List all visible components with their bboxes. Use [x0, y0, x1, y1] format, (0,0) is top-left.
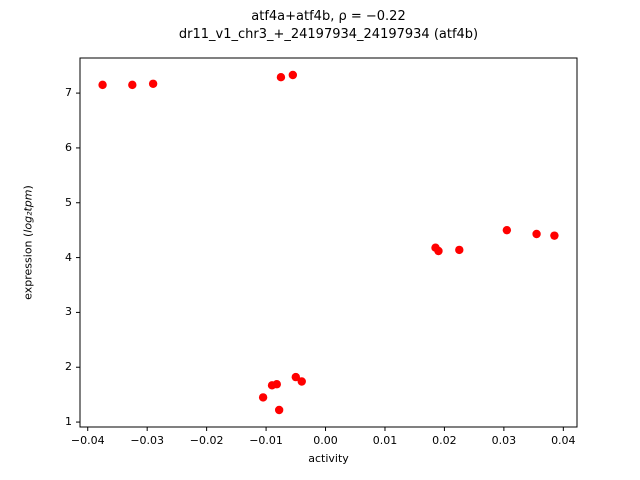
- x-tick-label: 0.03: [491, 434, 517, 447]
- data-point: [98, 80, 107, 90]
- data-point: [532, 229, 541, 239]
- y-tick-label: 6: [65, 140, 72, 154]
- data-point: [455, 245, 464, 255]
- x-tick-label: 0.00: [313, 434, 338, 447]
- x-tick-label: −0.02: [189, 434, 224, 447]
- x-tick-label: −0.04: [70, 434, 105, 447]
- y-tick-label: 1: [65, 415, 72, 429]
- x-tick-label: 0.01: [372, 434, 398, 447]
- y-tick-label: 3: [65, 305, 72, 319]
- x-tick-label: −0.03: [130, 434, 165, 447]
- y-tick-label: 2: [65, 360, 72, 374]
- data-point: [550, 231, 559, 240]
- data-point: [128, 80, 137, 90]
- chart-subtitle: dr11_v1_chr3_+_24197934_24197934 (atf4b): [178, 27, 479, 42]
- data-point: [434, 246, 443, 256]
- y-tick-label: 5: [65, 195, 72, 209]
- data-point: [297, 377, 306, 386]
- data-point: [272, 380, 281, 389]
- data-point: [258, 393, 268, 402]
- data-point: [291, 372, 301, 382]
- x-tick-label: 0.04: [551, 434, 576, 447]
- y-tick-label: 7: [65, 86, 72, 100]
- axes-spines: [79, 57, 578, 428]
- y-tick-label: 4: [65, 250, 72, 264]
- chart-title: atf4a+atf4b, ρ = −0.22: [251, 9, 406, 24]
- x-tick-label: 0.02: [432, 434, 457, 447]
- data-point: [502, 225, 512, 235]
- x-tick-label: −0.01: [249, 434, 283, 447]
- data-point: [276, 72, 286, 82]
- data-point: [288, 70, 298, 80]
- data-point: [148, 79, 158, 88]
- x-axis-label: activity: [308, 452, 349, 465]
- data-point: [274, 405, 284, 415]
